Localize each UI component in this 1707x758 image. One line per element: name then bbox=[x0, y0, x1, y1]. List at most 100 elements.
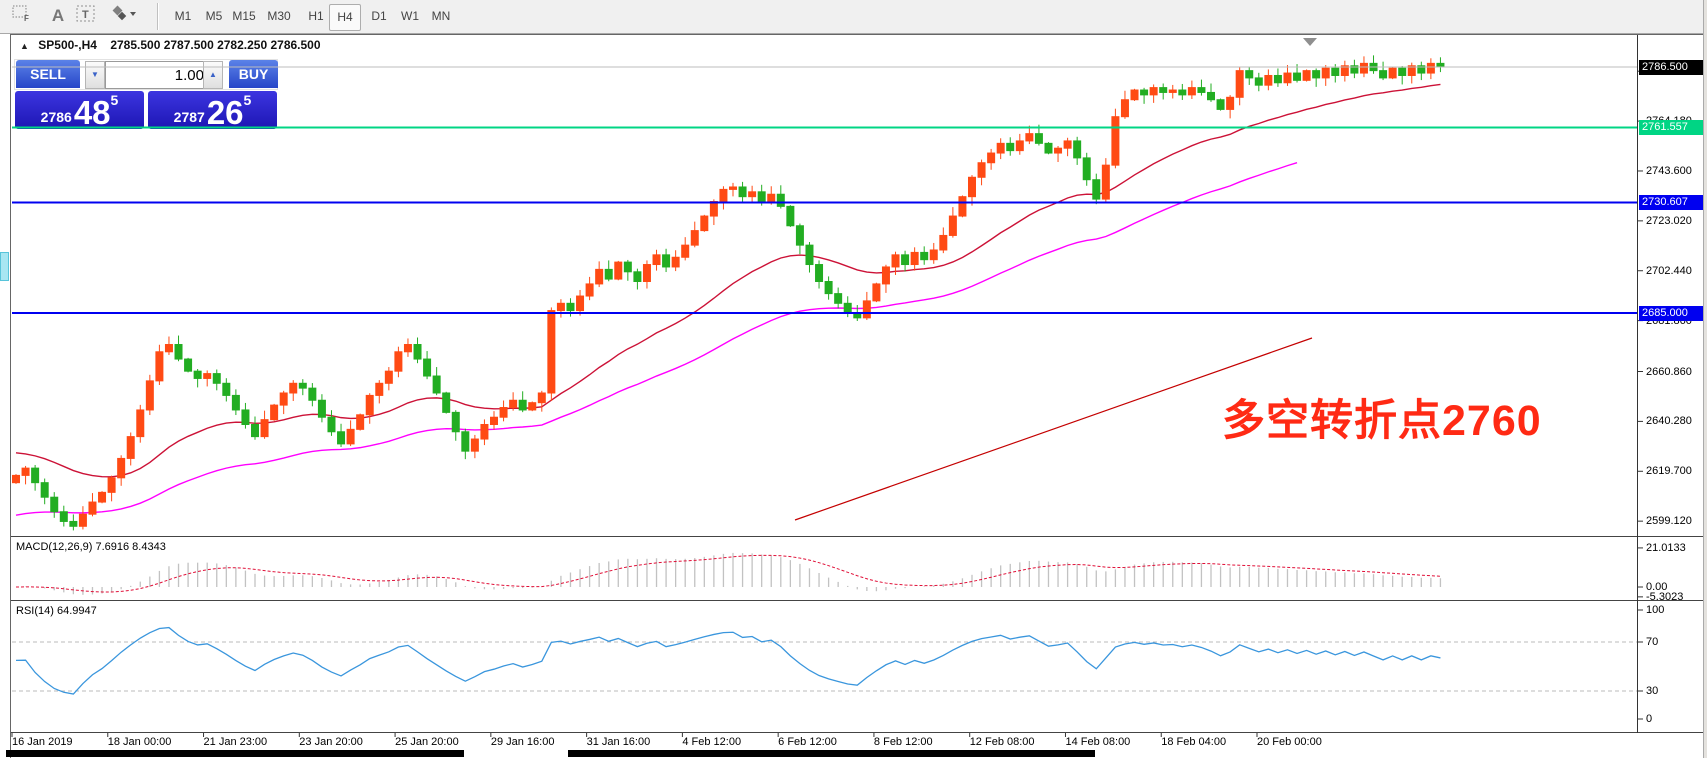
candle-body bbox=[1388, 67, 1397, 79]
time-axis-label: 20 Feb 00:00 bbox=[1257, 736, 1322, 748]
collapse-arrow-icon[interactable]: ▲ bbox=[20, 41, 29, 51]
candle-body bbox=[470, 438, 479, 452]
candle-body bbox=[298, 382, 307, 389]
trendline[interactable] bbox=[794, 337, 1313, 521]
one-click-trading-panel: SELL ▼ ▲ BUY 2786 48 5 2787 26 5 bbox=[14, 59, 278, 129]
candle-body bbox=[78, 513, 87, 527]
candle-body bbox=[910, 251, 919, 266]
candle-body bbox=[289, 382, 298, 394]
candle-body bbox=[738, 186, 747, 198]
candle-body bbox=[40, 482, 49, 498]
candle-body bbox=[1178, 89, 1187, 96]
sell-button[interactable]: SELL bbox=[16, 60, 80, 88]
candle-body bbox=[891, 254, 900, 268]
candle-body bbox=[1436, 62, 1445, 68]
buy-button[interactable]: BUY bbox=[229, 60, 278, 88]
objects-icon[interactable] bbox=[108, 5, 142, 27]
time-axis-label: 25 Jan 20:00 bbox=[395, 736, 459, 748]
sell-price-tile[interactable]: 2786 48 5 bbox=[15, 91, 144, 129]
candle-body bbox=[748, 191, 757, 198]
candle-body bbox=[279, 392, 288, 406]
candle-body bbox=[595, 268, 604, 285]
candle-body bbox=[729, 186, 737, 190]
candle-body bbox=[1216, 99, 1225, 110]
price-axis-label: 2723.020 bbox=[1646, 214, 1692, 227]
candle-body bbox=[270, 404, 279, 421]
timeframe-button-w1[interactable]: W1 bbox=[401, 9, 419, 23]
font-icon[interactable]: A bbox=[51, 6, 65, 25]
volume-decrease-button[interactable]: ▼ bbox=[85, 61, 105, 89]
timeframe-button-m30[interactable]: M30 bbox=[267, 9, 291, 23]
candle-body bbox=[958, 196, 967, 217]
buy-price-prefix: 2787 bbox=[173, 109, 205, 125]
time-axis-label: 18 Feb 04:00 bbox=[1161, 736, 1227, 748]
candle-body bbox=[939, 234, 948, 251]
candle-body bbox=[652, 254, 661, 266]
candle-body bbox=[1379, 70, 1388, 79]
candle-body bbox=[1331, 67, 1340, 76]
candle-body bbox=[1140, 89, 1149, 96]
chart-symbol-period: SP500-,H4 bbox=[38, 38, 97, 52]
chart-text-annotation[interactable]: 多空转折点2760 bbox=[1222, 397, 1542, 445]
timeframe-button-m5[interactable]: M5 bbox=[205, 9, 223, 23]
candle-body bbox=[862, 300, 871, 319]
candle-body bbox=[107, 477, 116, 493]
timeframe-button-d1[interactable]: D1 bbox=[371, 9, 387, 23]
candle-body bbox=[1063, 140, 1072, 149]
timeframe-button-h1[interactable]: H1 bbox=[308, 9, 324, 23]
rsi-line bbox=[15, 626, 1441, 695]
time-axis-label: 12 Feb 08:00 bbox=[969, 736, 1035, 748]
rsi-axis-label: 70 bbox=[1646, 636, 1659, 648]
candle-body bbox=[968, 176, 976, 198]
candle-body bbox=[1350, 65, 1359, 74]
candle-body bbox=[1407, 65, 1416, 76]
timeframe-button-m15[interactable]: M15 bbox=[232, 9, 256, 23]
candle-body bbox=[1187, 87, 1196, 96]
timeframe-button-h4[interactable]: H4 bbox=[329, 4, 361, 31]
macd-panel-top-border[interactable] bbox=[11, 536, 1703, 537]
candle-body bbox=[31, 467, 40, 484]
volume-increase-button[interactable]: ▲ bbox=[203, 61, 223, 89]
docked-tab[interactable] bbox=[0, 252, 9, 281]
price-axis-label: 2660.860 bbox=[1646, 365, 1692, 378]
h-scrollbar-segment[interactable] bbox=[6, 750, 464, 757]
candle-body bbox=[1006, 142, 1015, 152]
text-label-icon[interactable]: T bbox=[76, 5, 98, 27]
ma-slow-line[interactable] bbox=[15, 162, 1298, 516]
sell-price-sup: 5 bbox=[110, 92, 119, 108]
svg-text:F: F bbox=[24, 14, 29, 23]
candle-body bbox=[662, 254, 671, 268]
timeframe-button-mn[interactable]: MN bbox=[431, 9, 451, 23]
candle-body bbox=[327, 416, 336, 433]
ma-fast-line[interactable] bbox=[15, 83, 1441, 478]
rsi-panel-top-border[interactable] bbox=[11, 600, 1703, 601]
candle-body bbox=[1226, 96, 1235, 110]
candle-body bbox=[222, 382, 231, 396]
buy-price-sup: 5 bbox=[243, 92, 252, 108]
candle-body bbox=[556, 302, 565, 312]
candle-body bbox=[1197, 87, 1206, 93]
candle-body bbox=[231, 394, 240, 411]
candle-body bbox=[585, 283, 594, 297]
candle-body bbox=[164, 344, 173, 353]
h-scrollbar-segment[interactable] bbox=[568, 750, 1095, 757]
candle-body bbox=[203, 373, 212, 379]
window-right-edge[interactable] bbox=[1703, 0, 1707, 758]
candle-body bbox=[1101, 164, 1110, 200]
candle-body bbox=[1034, 133, 1043, 144]
chart-shift-marker-icon[interactable] bbox=[1303, 38, 1317, 46]
price-badge: 2786.500 bbox=[1639, 59, 1705, 75]
macd-axis-label: -5.3023 bbox=[1646, 590, 1684, 603]
volume-input[interactable] bbox=[105, 61, 211, 89]
price-axis-label: 2743.600 bbox=[1646, 164, 1692, 177]
candle-body bbox=[920, 251, 929, 261]
candle-body bbox=[184, 358, 193, 372]
tile-windows-icon[interactable]: F bbox=[12, 5, 38, 27]
timeframe-button-m1[interactable]: M1 bbox=[174, 9, 192, 23]
time-axis-label: 6 Feb 12:00 bbox=[778, 736, 837, 748]
candle-body bbox=[1398, 67, 1407, 76]
candle-body bbox=[834, 293, 843, 304]
buy-price-tile[interactable]: 2787 26 5 bbox=[148, 91, 277, 129]
candle-body bbox=[881, 266, 890, 285]
